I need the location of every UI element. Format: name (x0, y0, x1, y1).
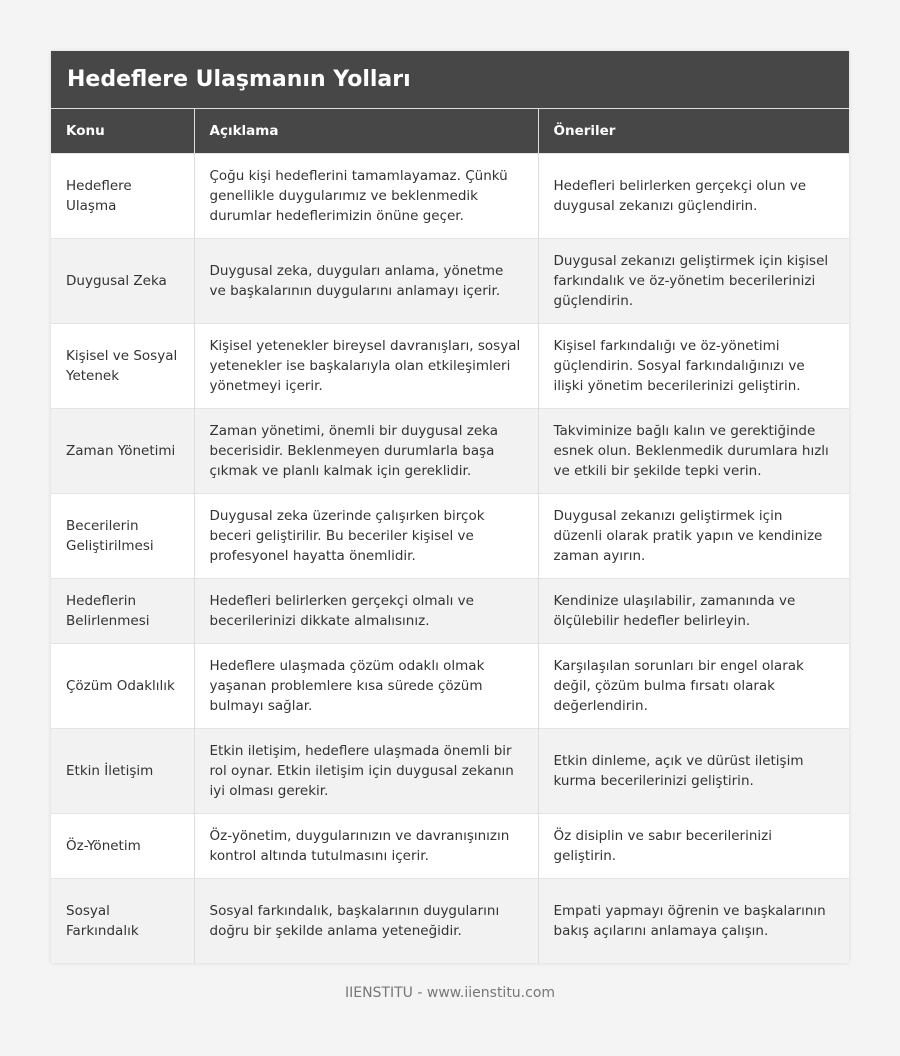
cell-suggestion: Kendinize ulaşılabilir, zamanında ve ölç… (538, 578, 849, 644)
table-row: Kişisel ve Sosyal Yetenek Kişisel yetenek… (51, 323, 849, 409)
table-row: Etkin İletişim Etkin iletişim, hedeflere … (51, 728, 849, 814)
cell-topic: Duygusal Zeka (51, 238, 195, 324)
cell-topic: Zaman Yönetimi (51, 408, 195, 494)
table-title: Hedeflere Ulaşmanın Yolları (51, 51, 849, 109)
cell-description: Öz-yönetim, duygularınızın ve davranışın… (194, 813, 539, 879)
cell-topic: Çözüm Odaklılık (51, 643, 195, 729)
cell-description: Kişisel yetenekler bireysel davranışları… (194, 323, 539, 409)
goals-table-card: Hedeflere Ulaşmanın Yolları Konu Açıklam… (51, 51, 849, 963)
cell-description: Sosyal farkındalık, başkalarının duygula… (194, 878, 539, 963)
cell-topic: Becerilerin Geliştirilmesi (51, 493, 195, 579)
table-row: Çözüm Odaklılık Hedeflere ulaşmada çözüm … (51, 643, 849, 729)
cell-description: Hedeflere ulaşmada çözüm odaklı olmak ya… (194, 643, 539, 729)
cell-topic: Etkin İletişim (51, 728, 195, 814)
cell-description: Zaman yönetimi, önemli bir duygusal zeka… (194, 408, 539, 494)
table-row: Becerilerin Geliştirilmesi Duygusal zeka … (51, 493, 849, 579)
table-row: Hedeflerin Belirlenmesi Hedefleri belirle… (51, 578, 849, 644)
cell-description: Hedefleri belirlerken gerçekçi olmalı ve… (194, 578, 539, 644)
cell-description: Duygusal zeka, duyguları anlama, yönetme… (194, 238, 539, 324)
cell-topic: Kişisel ve Sosyal Yetenek (51, 323, 195, 409)
cell-topic: Hedeflerin Belirlenmesi (51, 578, 195, 644)
column-header-topic: Konu (51, 109, 195, 154)
cell-suggestion: Öz disiplin ve sabır becerilerinizi geli… (538, 813, 849, 879)
cell-suggestion: Duygusal zekanızı geliştirmek için düzen… (538, 493, 849, 579)
cell-suggestion: Hedefleri belirlerken gerçekçi olun ve d… (538, 153, 849, 239)
cell-suggestion: Kişisel farkındalığı ve öz-yönetimi güçl… (538, 323, 849, 409)
table-row: Hedeflere Ulaşma Çoğu kişi hedeflerini ta… (51, 153, 849, 239)
cell-description: Duygusal zeka üzerinde çalışırken birçok… (194, 493, 539, 579)
table-row: Zaman Yönetimi Zaman yönetimi, önemli bir… (51, 408, 849, 494)
cell-suggestion: Takviminize bağlı kalın ve gerektiğinde … (538, 408, 849, 494)
column-header-suggestions: Öneriler (538, 109, 849, 154)
table-row: Öz-Yönetim Öz-yönetim, duygularınızın ve … (51, 813, 849, 879)
header-row: Konu Açıklama Öneriler (51, 109, 849, 154)
cell-suggestion: Empati yapmayı öğrenin ve başkalarının b… (538, 878, 849, 963)
cell-description: Çoğu kişi hedeflerini tamamlayamaz. Çünk… (194, 153, 539, 239)
cell-topic: Öz-Yönetim (51, 813, 195, 879)
table-row: Sosyal Farkındalık Sosyal farkındalık, ba… (51, 878, 849, 963)
column-header-description: Açıklama (194, 109, 539, 154)
cell-suggestion: Duygusal zekanızı geliştirmek için kişis… (538, 238, 849, 324)
cell-topic: Sosyal Farkındalık (51, 878, 195, 963)
table-row: Duygusal Zeka Duygusal zeka, duyguları an… (51, 238, 849, 324)
cell-description: Etkin iletişim, hedeflere ulaşmada öneml… (194, 728, 539, 814)
footer-credit: IIENSTITU - www.iienstitu.com (344, 985, 556, 1001)
cell-topic: Hedeflere Ulaşma (51, 153, 195, 239)
cell-suggestion: Karşılaşılan sorunları bir engel olarak … (538, 643, 849, 729)
cell-suggestion: Etkin dinleme, açık ve dürüst iletişim k… (538, 728, 849, 814)
goals-table: Konu Açıklama Öneriler Hedeflere Ulaşma Ç… (51, 109, 849, 963)
